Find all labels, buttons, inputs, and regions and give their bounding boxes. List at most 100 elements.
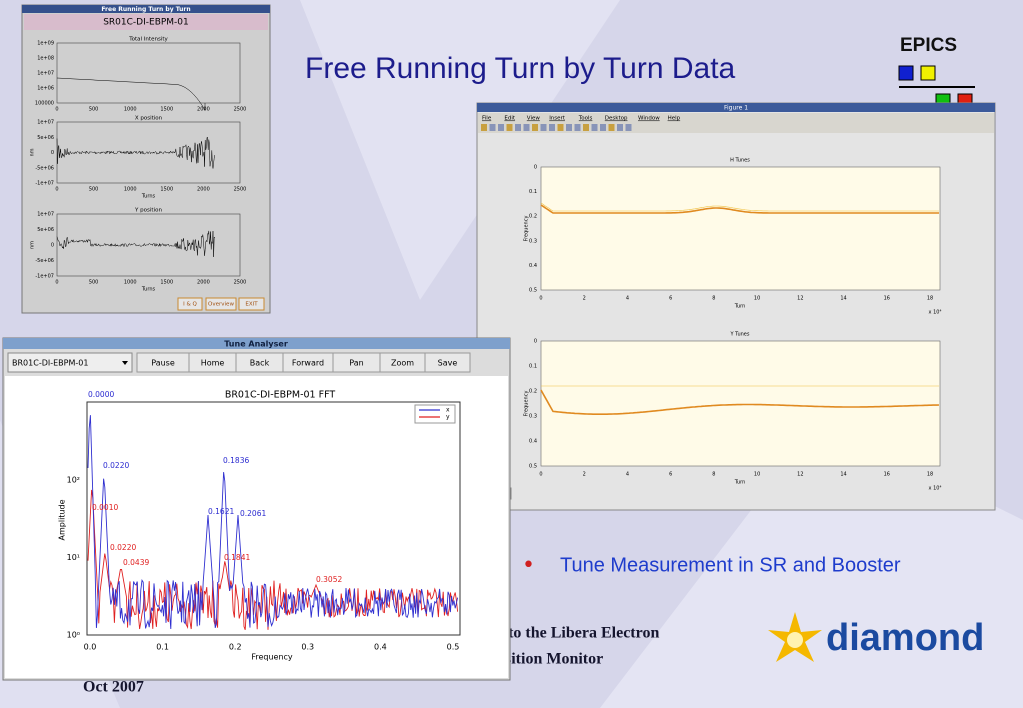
toolbar-icon[interactable] xyxy=(608,124,615,131)
tune-analyser-window: Tune Analyser BR01C-DI-EBPM-01 Pause Home Ba… xyxy=(2,337,511,681)
toolbar-icon[interactable] xyxy=(583,124,589,131)
x-tick-label: 1500 xyxy=(160,280,173,286)
plot-axes xyxy=(56,42,241,104)
y-tick-label: 0.3 xyxy=(529,238,537,244)
x-tick-label: 0 xyxy=(55,107,58,113)
y-axis-label: nm xyxy=(30,148,36,156)
icon-square xyxy=(920,65,936,81)
button[interactable] xyxy=(238,297,265,311)
y-tick-label: 1e+07 xyxy=(37,212,54,218)
toolbar-icon[interactable] xyxy=(523,124,530,131)
spectrum xyxy=(87,415,459,630)
y-tick-label: 0 xyxy=(534,339,537,345)
plot-title: H Tunes xyxy=(730,158,750,164)
dropdown[interactable] xyxy=(7,352,133,373)
menu-item[interactable]: Edit xyxy=(504,116,515,122)
plot-title: Total Intensity xyxy=(128,37,168,43)
x-tick-label: 8 xyxy=(712,472,715,478)
peak-label: 0.1841 xyxy=(224,553,250,562)
title-bar xyxy=(22,5,270,13)
x-tick-label: 0.5 xyxy=(447,643,460,652)
y-tick-label: 0.1 xyxy=(529,364,537,370)
button-label: Zoom xyxy=(391,359,414,368)
plot-title: BR01C-DI-EBPM-01 FFT xyxy=(225,390,336,401)
x-axis-label: Turn xyxy=(734,480,746,486)
menu-item[interactable]: View xyxy=(527,116,541,122)
x-tick-label: 2000 xyxy=(197,107,210,113)
y-tick-label: 1e+06 xyxy=(37,86,54,92)
plot-axes xyxy=(56,121,241,184)
y-tick-label: 1e+07 xyxy=(37,120,54,126)
dropdown-arrow xyxy=(122,361,128,365)
button-label: Forward xyxy=(292,359,324,368)
x-tick-label: 500 xyxy=(89,280,99,286)
y-tick-label: 0.1 xyxy=(529,189,537,195)
menu-item[interactable]: Help xyxy=(668,116,681,122)
x-tick-label: 1500 xyxy=(160,187,173,193)
peak-label: 0.1836 xyxy=(223,456,249,465)
x-tick-label: 14 xyxy=(840,296,846,302)
button[interactable] xyxy=(424,352,471,373)
y-tick-label: 0 xyxy=(51,243,54,249)
y-tick-label: 0.5 xyxy=(529,464,537,470)
menu-item[interactable]: Window xyxy=(638,116,660,122)
button[interactable] xyxy=(205,297,237,311)
plot-area xyxy=(5,376,508,678)
toolbar-icon[interactable] xyxy=(600,124,606,131)
toolbar-icon[interactable] xyxy=(549,124,555,131)
x-axis-label: Turn xyxy=(734,304,746,310)
menu-item[interactable]: Insert xyxy=(549,116,566,122)
x-tick-label: 0.4 xyxy=(374,643,387,652)
toolbar-icon[interactable] xyxy=(489,124,496,131)
toolbar-icon[interactable] xyxy=(557,124,564,131)
x-tick-label: 2500 xyxy=(234,107,247,113)
slide-title: Free Running Turn by Turn Data xyxy=(305,52,736,85)
tune-trace xyxy=(540,389,940,415)
toolbar-icon[interactable] xyxy=(498,124,504,131)
x-tick-label: 0.3 xyxy=(301,643,314,652)
button[interactable] xyxy=(177,297,203,311)
menu-item[interactable]: File xyxy=(482,116,492,122)
plot-axes xyxy=(540,340,941,467)
y-tick-label: 0 xyxy=(51,150,54,156)
trace xyxy=(56,77,206,111)
toolbar-icon[interactable] xyxy=(506,124,513,131)
toolbar-icon[interactable] xyxy=(532,124,538,131)
x-tick-label: 16 xyxy=(884,472,890,478)
y-tick-label: -1e+07 xyxy=(35,274,54,280)
toolbar-icon[interactable] xyxy=(574,124,581,131)
x-tick-label: 2500 xyxy=(234,187,247,193)
menu-item[interactable]: Tools xyxy=(578,116,593,122)
x-tick-label: 0 xyxy=(55,187,58,193)
y-axis-label: Frequency xyxy=(524,216,530,242)
x-tick-label: 0.0 xyxy=(84,643,97,652)
window-title: Figure 1 xyxy=(724,105,748,112)
toolbar-icon[interactable] xyxy=(617,124,623,131)
peak-label: 0.0220 xyxy=(110,543,136,552)
x-tick-label: 18 xyxy=(927,296,933,302)
button-label: Pan xyxy=(349,359,363,368)
button-label: Back xyxy=(250,359,270,368)
y-tick-label: -5e+06 xyxy=(35,258,54,264)
plot-axes xyxy=(86,401,461,636)
toolbar-icon[interactable] xyxy=(540,124,547,131)
x-tick-label: 18 xyxy=(927,472,933,478)
toolbar-icon[interactable] xyxy=(515,124,521,131)
toolbar-icon[interactable] xyxy=(481,124,487,131)
plot-axes xyxy=(540,166,941,291)
y-tick-label: -1e+07 xyxy=(35,181,54,187)
x-tick-label: 2 xyxy=(583,472,586,478)
toolbar-icon[interactable] xyxy=(625,124,632,131)
plot-axes xyxy=(56,213,241,277)
background-shape xyxy=(300,0,620,300)
menu-item[interactable]: Desktop xyxy=(605,116,628,122)
device-name: SR01C-DI-EBPM-01 xyxy=(103,18,189,28)
toolbar-icon[interactable] xyxy=(566,124,572,131)
x-tick-label: 12 xyxy=(797,296,803,302)
y-tick-label: 0 xyxy=(534,165,537,171)
bullet-dot: • xyxy=(522,553,535,578)
plot-title: Y position xyxy=(134,208,162,214)
toolbar-icon[interactable] xyxy=(591,124,598,131)
x-tick-label: 1000 xyxy=(124,107,137,113)
